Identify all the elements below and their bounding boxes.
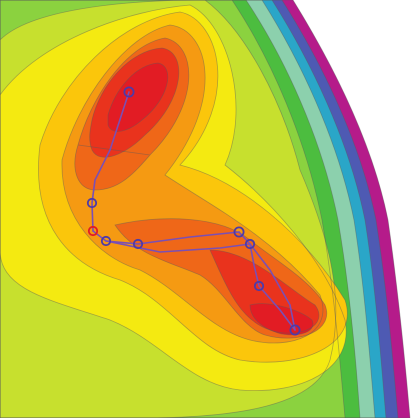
path-lines — [91, 91, 296, 331]
contour-band-12 — [89, 48, 319, 334]
contour-line-9 — [38, 11, 348, 363]
contour-line-8 — [0, 4, 347, 392]
contour-line-1 — [0, 0, 411, 418]
contour-line-12 — [89, 47, 320, 334]
contour-line-2 — [0, 0, 399, 418]
path-line-3 — [105, 240, 296, 331]
marker-saddle-1 — [86, 197, 98, 209]
contour-line-6 — [0, 0, 346, 418]
contour-line-3 — [0, 0, 387, 418]
contour-line-11 — [74, 37, 328, 339]
contour-line-5 — [0, 0, 361, 418]
contour-line-7 — [0, 0, 337, 418]
contour-band-13 — [108, 63, 313, 335]
marker-minimum-8 — [289, 324, 301, 336]
marker-minimum-5 — [233, 226, 245, 238]
contour-line-4 — [0, 0, 376, 418]
marker-saddle-3 — [100, 235, 112, 247]
band-boundaries — [0, 0, 411, 418]
contour-line-13 — [107, 62, 314, 336]
marker-saddle-7 — [253, 280, 265, 292]
contour-line-10 — [61, 24, 324, 344]
marker-saddle-6 — [244, 238, 256, 250]
path-line-0 — [91, 91, 130, 232]
marker-saddle-4 — [132, 238, 144, 250]
path-markers — [86, 86, 301, 336]
path-line-1 — [92, 230, 240, 245]
marker-minimum-0 — [123, 86, 135, 98]
marker-saddle-2 — [87, 225, 99, 237]
path-line-2 — [238, 231, 296, 331]
